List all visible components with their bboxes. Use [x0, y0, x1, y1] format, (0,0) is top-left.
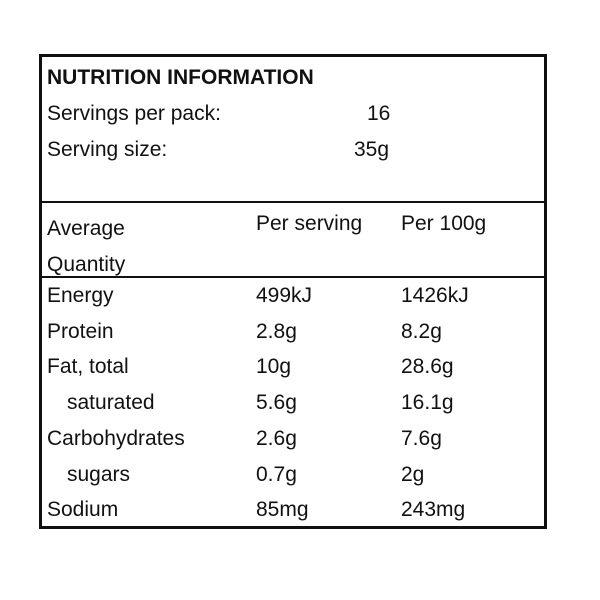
nutrient-value: 85mg — [256, 498, 309, 522]
size-label: Serving size: — [47, 138, 168, 161]
column-header: Per 100g — [401, 212, 487, 235]
divider — [42, 201, 544, 203]
nutrient-value: 2.6g — [256, 426, 297, 450]
nutrient-value: 0.7g — [256, 462, 297, 486]
title: NUTRITION INFORMATION — [47, 66, 314, 89]
nutrient-name: Carbohydrates — [47, 426, 185, 450]
nutrient-name: Protein — [47, 319, 114, 343]
nutrient-value: 2g — [401, 462, 425, 486]
column-header: Per serving — [256, 212, 363, 235]
nutrient-value: 2.8g — [256, 319, 297, 343]
nutrient-value: 10g — [256, 355, 292, 379]
nutrient-value: 8.2g — [401, 319, 442, 343]
servings-label: Servings per pack: — [47, 102, 221, 125]
nutrient-value: 5.6g — [256, 391, 297, 415]
nutrition-panel: NUTRITION INFORMATION Servings per pack:… — [39, 54, 547, 529]
nutrient-value: 7.6g — [401, 426, 442, 450]
nutrient-value: 499kJ — [256, 284, 313, 307]
nutrient-value: 243mg — [401, 498, 466, 522]
divider — [42, 276, 544, 278]
nutrient-name: Fat, total — [47, 355, 129, 379]
nutrient-name: Energy — [47, 284, 114, 307]
nutrient-value: 16.1g — [401, 391, 454, 415]
servings-value: 16 — [367, 102, 391, 125]
nutrient-name: sugars — [67, 462, 131, 486]
nutrient-name: saturated — [67, 391, 155, 415]
size-value: 35g — [354, 138, 390, 161]
nutrient-name: Sodium — [47, 498, 119, 522]
nutrient-value: 28.6g — [401, 355, 454, 379]
nutrient-value: 1426kJ — [401, 284, 469, 307]
column-header: Average Quantity — [47, 217, 126, 276]
